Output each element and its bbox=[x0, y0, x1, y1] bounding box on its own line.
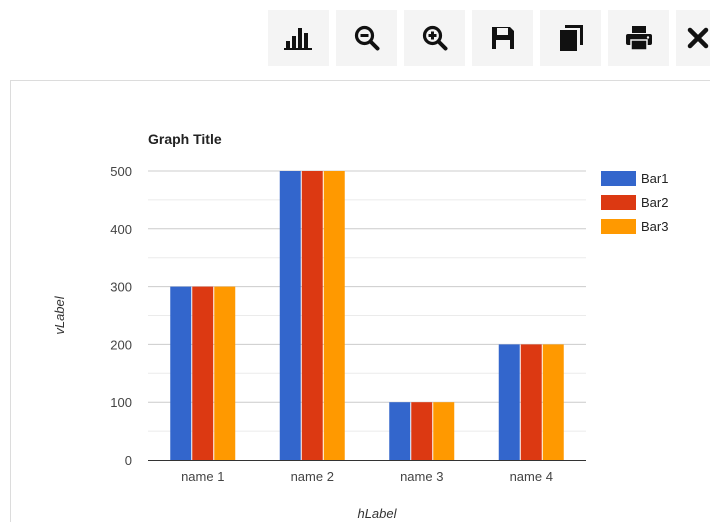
bar-bar3-name-1 bbox=[214, 286, 236, 460]
print-icon bbox=[625, 26, 652, 50]
legend-swatch-bar3 bbox=[601, 219, 636, 234]
x-tick-label: name 1 bbox=[181, 469, 224, 484]
close-button[interactable] bbox=[676, 10, 710, 66]
chart-panel: Graph Title 0 100 200 300 400 500 name 1 name … bbox=[10, 80, 710, 522]
bar-bar2-name-2 bbox=[301, 171, 323, 460]
bar-bar1-name-1 bbox=[170, 286, 192, 460]
bar-chart-icon bbox=[283, 28, 312, 50]
x-tick-label: name 2 bbox=[291, 469, 334, 484]
legend-label-bar2: Bar2 bbox=[641, 195, 668, 210]
print-button[interactable] bbox=[608, 10, 669, 66]
chart-type-button[interactable] bbox=[268, 10, 329, 66]
save-button[interactable] bbox=[472, 10, 533, 66]
y-tick-label: 0 bbox=[125, 453, 132, 468]
y-tick-label: 100 bbox=[110, 395, 132, 410]
y-tick-label: 500 bbox=[110, 164, 132, 179]
bar-bar3-name-3 bbox=[433, 402, 455, 460]
legend-swatch-bar2 bbox=[601, 195, 636, 210]
close-icon bbox=[687, 27, 709, 49]
bar-bar3-name-2 bbox=[323, 171, 345, 460]
bar-bar1-name-2 bbox=[279, 171, 301, 460]
zoom-out-button[interactable] bbox=[336, 10, 397, 66]
legend: Bar1 Bar2 Bar3 bbox=[601, 171, 668, 234]
bars bbox=[170, 171, 564, 460]
copy-button[interactable] bbox=[540, 10, 601, 66]
bar-bar1-name-4 bbox=[498, 344, 520, 460]
chart-title: Graph Title bbox=[148, 131, 222, 147]
chart-toolbar bbox=[268, 10, 710, 66]
y-tick-label: 400 bbox=[110, 222, 132, 237]
bar-bar3-name-4 bbox=[542, 344, 564, 460]
save-icon bbox=[491, 27, 514, 49]
y-tick-label: 200 bbox=[110, 337, 132, 352]
bar-bar2-name-1 bbox=[192, 286, 214, 460]
zoom-in-icon bbox=[422, 25, 447, 51]
bar-bar2-name-3 bbox=[411, 402, 433, 460]
bar-bar2-name-4 bbox=[520, 344, 542, 460]
copy-icon bbox=[559, 25, 583, 51]
x-axis-ticks: name 1 name 2 name 3 name 4 bbox=[181, 469, 553, 484]
x-tick-label: name 4 bbox=[510, 469, 553, 484]
y-tick-label: 300 bbox=[110, 280, 132, 295]
x-axis-label: hLabel bbox=[357, 506, 397, 521]
legend-swatch-bar1 bbox=[601, 171, 636, 186]
x-tick-label: name 3 bbox=[400, 469, 443, 484]
zoom-out-icon bbox=[354, 25, 379, 51]
gridlines bbox=[148, 170, 586, 432]
legend-label-bar1: Bar1 bbox=[641, 171, 668, 186]
y-axis-ticks: 0 100 200 300 400 500 bbox=[110, 164, 132, 468]
zoom-in-button[interactable] bbox=[404, 10, 465, 66]
y-axis-label: vLabel bbox=[52, 295, 67, 334]
legend-label-bar3: Bar3 bbox=[641, 219, 668, 234]
bar-bar1-name-3 bbox=[389, 402, 411, 460]
